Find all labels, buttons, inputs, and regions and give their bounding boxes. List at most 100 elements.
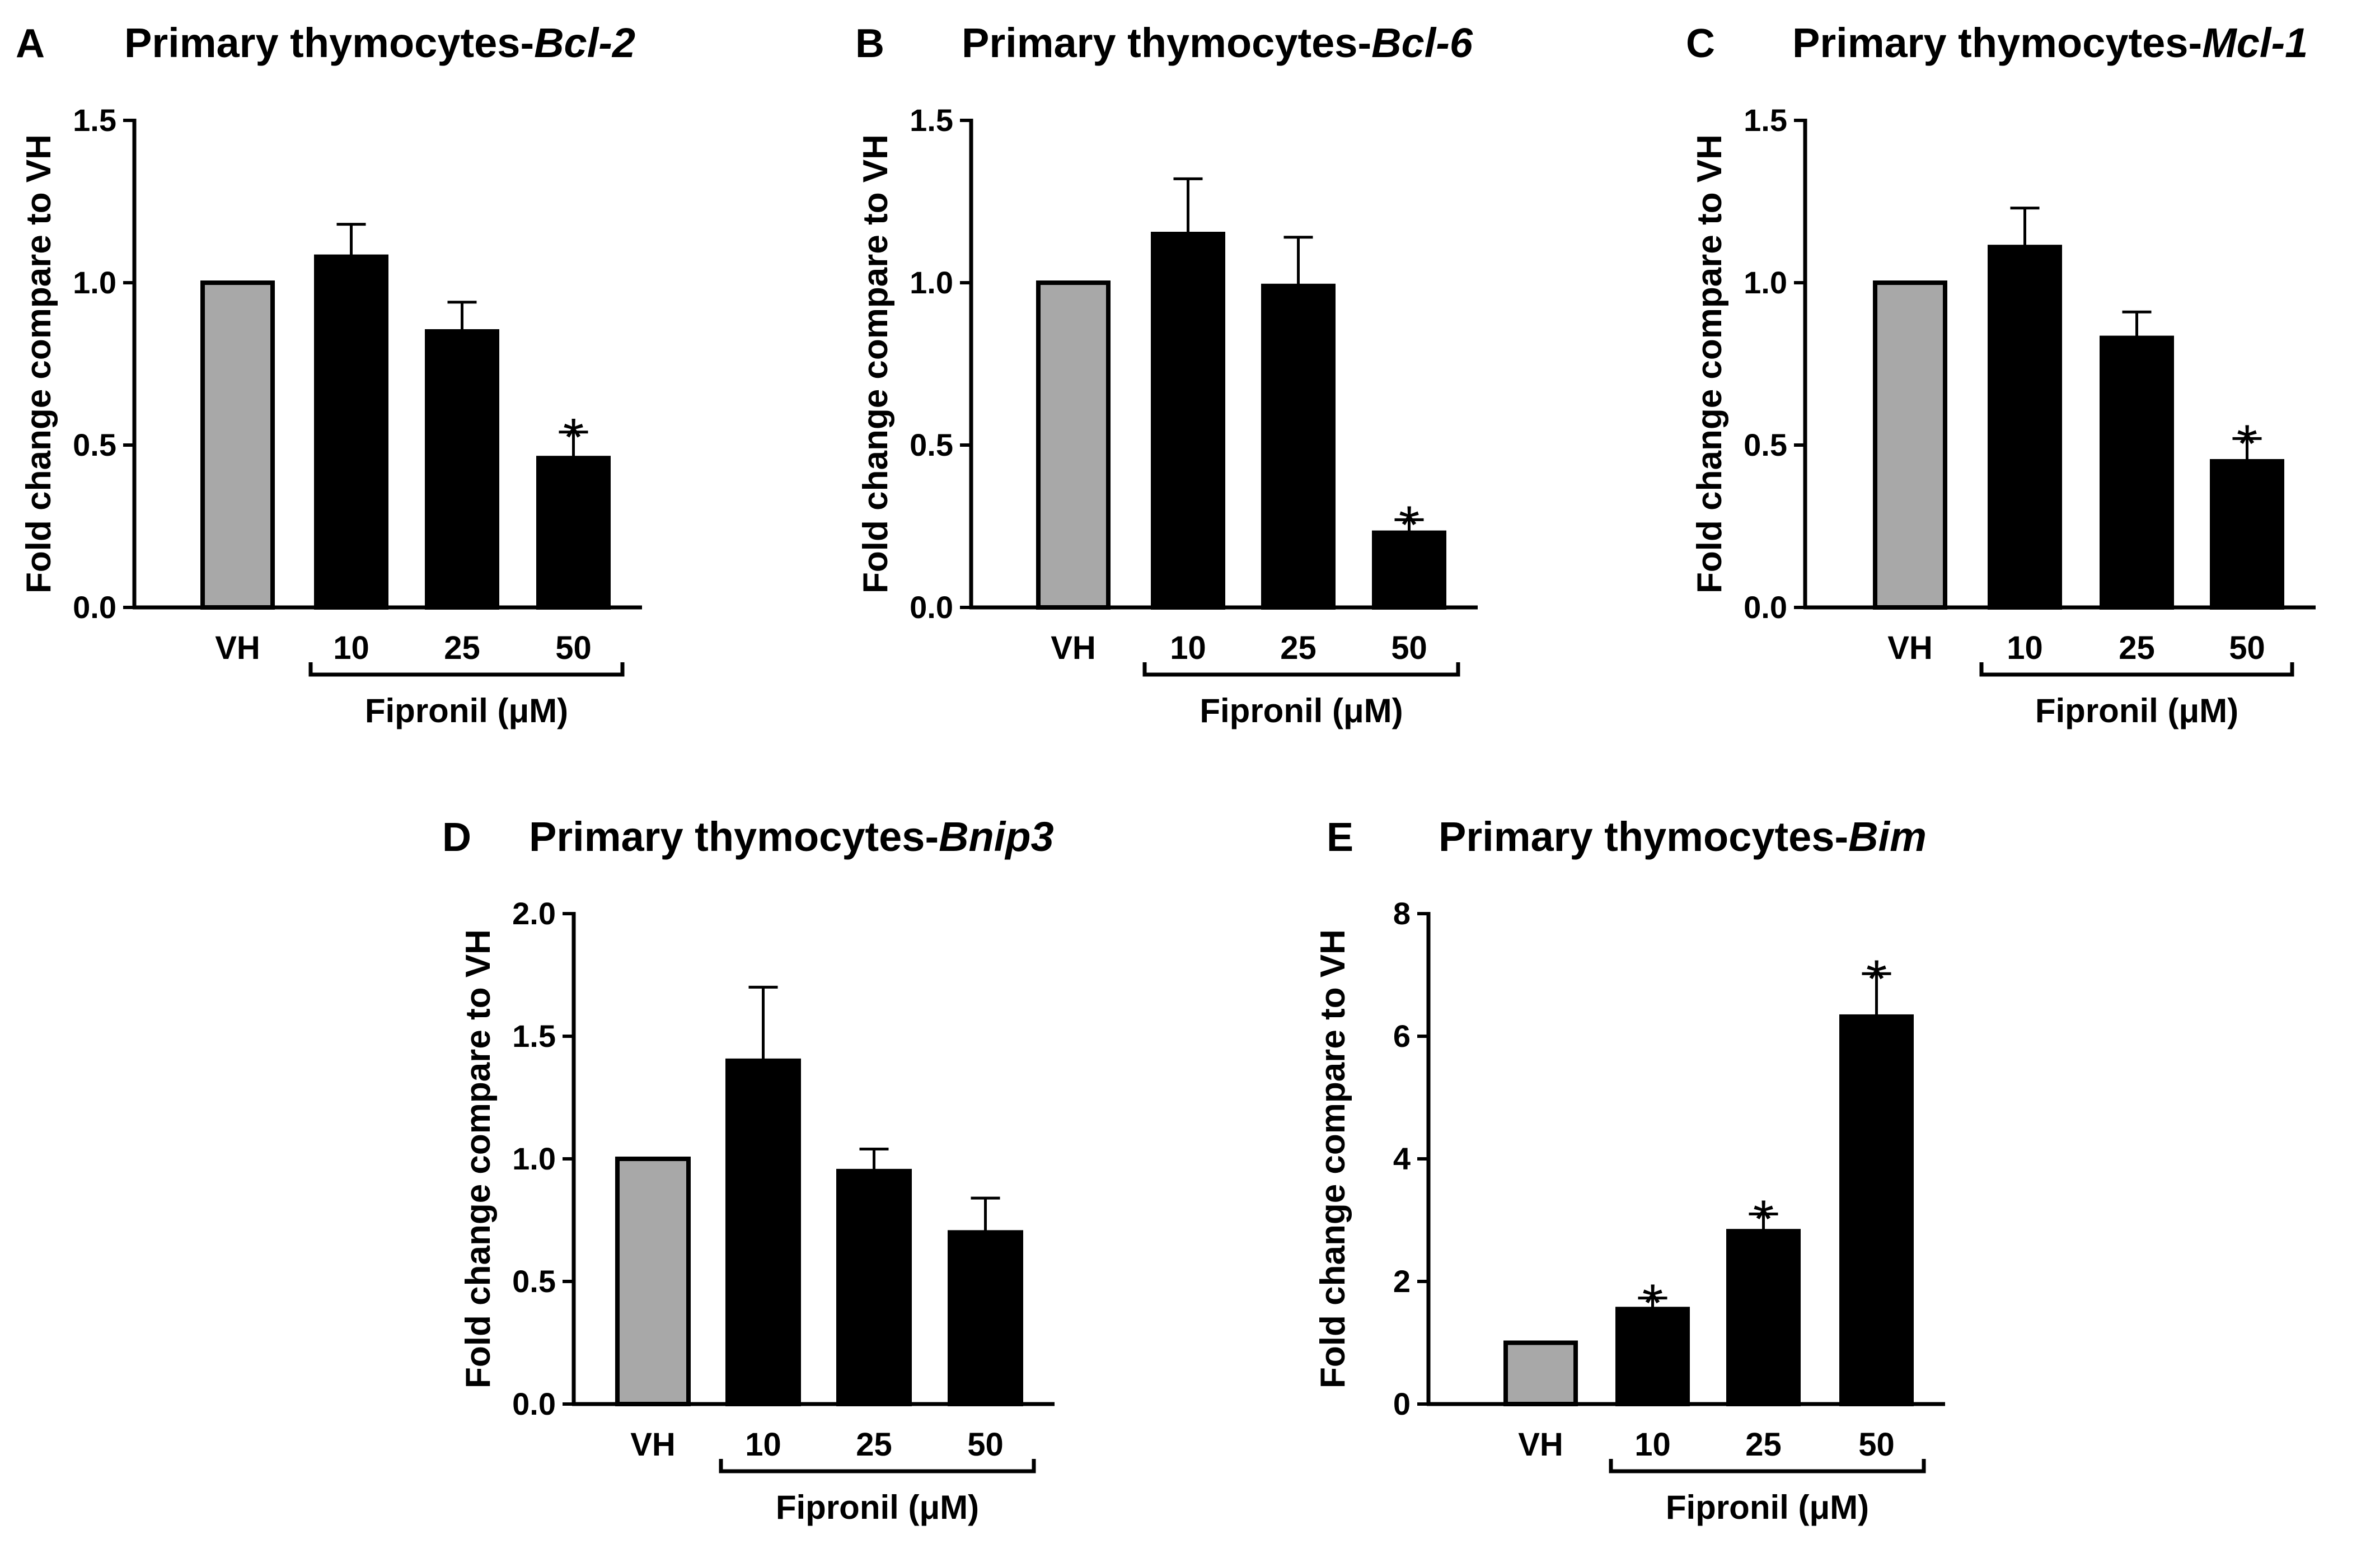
x-tick-label: 25: [856, 1426, 892, 1463]
bar-10: [1615, 1307, 1690, 1406]
y-tick-label: 6: [1393, 1018, 1411, 1054]
x-tick-label: 10: [745, 1426, 781, 1463]
bar-vh: [1873, 280, 1947, 610]
bar-vh: [1036, 280, 1111, 610]
title-prefix: Primary thymocytes-: [1439, 813, 1848, 860]
x-tick-label: VH: [215, 630, 260, 666]
bar-25: [425, 329, 499, 610]
panel-letter: B: [855, 21, 884, 66]
y-tick-label: 1.5: [910, 102, 953, 138]
x-tick-label: 25: [1745, 1426, 1782, 1463]
group-bracket: [719, 1459, 1036, 1473]
bar-25: [1726, 1229, 1801, 1406]
y-tick-label: 1.0: [73, 265, 116, 300]
y-tick-label: 2.0: [512, 896, 556, 931]
y-tick-label: 1.0: [1744, 265, 1787, 300]
group-label: Fipronil (μM): [365, 692, 568, 729]
bar-10: [314, 254, 388, 610]
panel-title: Primary thymocytes-Bnip3: [529, 813, 1054, 860]
group-bracket: [1979, 662, 2294, 677]
y-tick-label: 1.5: [73, 102, 116, 138]
panel-title: Primary thymocytes-Bcl-6: [962, 20, 1473, 66]
bar-50: [1839, 1014, 1914, 1406]
chart-panel-d: D Primary thymocytes-Bnip3 Fold change com…: [442, 813, 1055, 1526]
x-tick-label: 10: [1170, 630, 1206, 666]
title-gene: Bcl-2: [534, 20, 635, 66]
panel-letter: C: [1686, 21, 1715, 66]
title-gene: Mcl-1: [2202, 20, 2308, 66]
x-tick-label: 10: [1634, 1426, 1671, 1463]
x-tick-label: 25: [444, 630, 480, 666]
significance-marker: *: [2237, 414, 2257, 474]
y-tick-label: 0.5: [910, 427, 953, 462]
x-tick-label: VH: [1887, 630, 1933, 666]
y-tick-label: 0.0: [1744, 589, 1787, 625]
chart-panel-e: E Primary thymocytes-Bim Fold change compa…: [1314, 813, 1945, 1526]
y-axis-label: Fold change compare to VH: [856, 134, 895, 593]
y-tick-label: 0.0: [512, 1386, 556, 1421]
x-tick-label: 50: [967, 1426, 1004, 1463]
y-tick-label: 1.5: [1744, 102, 1787, 138]
significance-marker: *: [563, 408, 584, 467]
y-tick-label: 1.0: [910, 265, 953, 300]
group-label: Fipronil (μM): [776, 1489, 979, 1526]
group-bracket: [1142, 662, 1460, 677]
title-gene: Bcl-6: [1371, 20, 1473, 66]
significance-marker: *: [1753, 1190, 1774, 1250]
group-label: Fipronil (μM): [1200, 692, 1403, 729]
y-tick-label: 8: [1393, 896, 1411, 931]
group-bracket: [1609, 1459, 1926, 1473]
y-tick-label: 0.0: [910, 589, 953, 625]
y-tick-label: 4: [1393, 1141, 1411, 1176]
significance-marker: *: [1399, 495, 1419, 555]
bar-25: [836, 1168, 912, 1406]
y-tick-label: 2: [1393, 1264, 1411, 1299]
group-label: Fipronil (μM): [1666, 1489, 1869, 1526]
title-prefix: Primary thymocytes-: [529, 813, 939, 860]
title-prefix: Primary thymocytes-: [962, 20, 1371, 66]
x-tick-label: 50: [1858, 1426, 1895, 1463]
x-tick-label: VH: [630, 1426, 676, 1463]
y-tick-label: 0.0: [73, 589, 116, 625]
bar-vh: [200, 280, 275, 610]
panel-letter: D: [442, 815, 471, 860]
y-axis-label: Fold change compare to VH: [20, 134, 58, 593]
significance-marker: *: [1866, 949, 1887, 1009]
y-tick-label: 1.5: [512, 1018, 556, 1054]
x-tick-label: 10: [333, 630, 369, 666]
y-tick-label: 0.5: [1744, 427, 1787, 462]
y-axis-label: Fold change compare to VH: [459, 929, 498, 1388]
bar-50: [536, 456, 611, 610]
panel-title: Primary thymocytes-Bcl-2: [124, 20, 635, 66]
bar-10: [1988, 245, 2062, 610]
y-axis-label: Fold change compare to VH: [1690, 134, 1729, 593]
bar-10: [725, 1058, 801, 1407]
x-tick-label: VH: [1051, 630, 1096, 666]
x-tick-label: 10: [2007, 630, 2043, 666]
chart-panel-a: A Primary thymocytes-Bcl-2 Fold change com…: [16, 20, 642, 729]
x-tick-label: 50: [555, 630, 592, 666]
y-tick-label: 0.5: [73, 427, 116, 462]
panel-letter: A: [16, 21, 45, 66]
chart-panel-c: C Primary thymocytes-Mcl-1 Fold change com…: [1686, 20, 2316, 729]
bar-50: [1372, 530, 1446, 610]
group-bracket: [308, 662, 625, 677]
panel-letter: E: [1327, 815, 1353, 860]
bar-25: [1261, 283, 1336, 610]
bar-50: [2210, 459, 2284, 610]
y-tick-label: 1.0: [512, 1141, 556, 1176]
y-axis-label: Fold change compare to VH: [1314, 929, 1352, 1388]
bar-vh: [615, 1157, 691, 1406]
bar-50: [948, 1230, 1023, 1406]
x-tick-label: VH: [1518, 1426, 1563, 1463]
x-tick-label: 25: [2119, 630, 2155, 666]
significance-marker: *: [1642, 1274, 1663, 1334]
y-tick-label: 0: [1393, 1386, 1411, 1421]
chart-panel-b: B Primary thymocytes-Bcl-6 Fold change com…: [855, 20, 1478, 729]
y-tick-label: 0.5: [512, 1264, 556, 1299]
title-gene: Bim: [1848, 813, 1927, 860]
title-gene: Bnip3: [939, 813, 1054, 860]
x-tick-label: 50: [2229, 630, 2265, 666]
title-prefix: Primary thymocytes-: [1792, 20, 2202, 66]
